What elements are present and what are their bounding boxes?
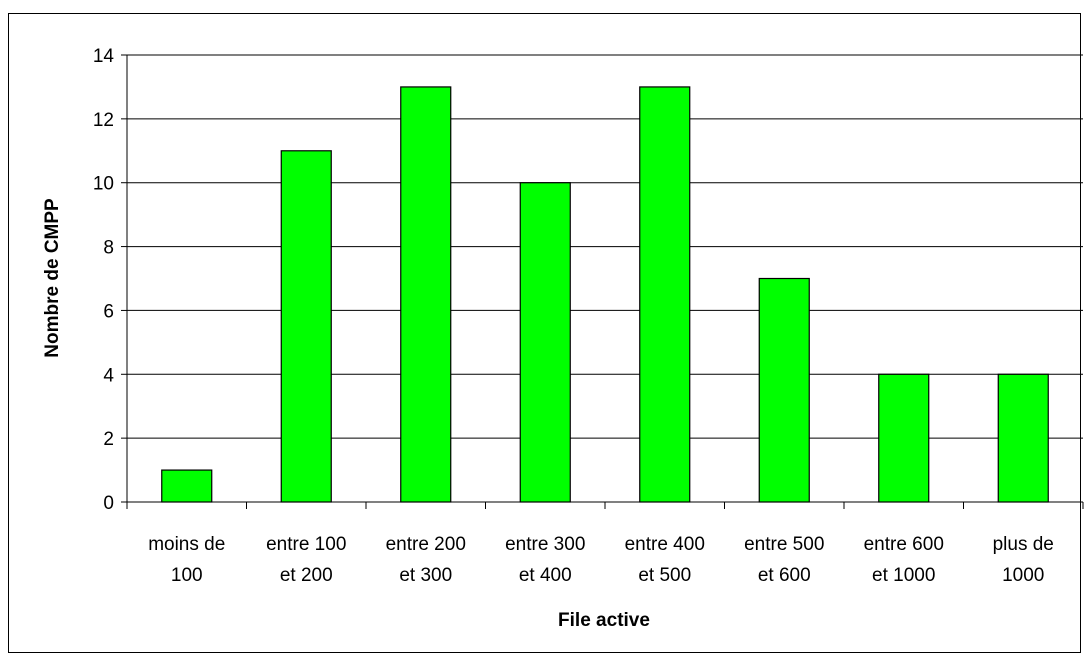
bar (639, 86, 691, 503)
x-tick-label: entre 200 et 300 (386, 534, 466, 586)
tick-labels: 0 2 4 6 8 10 12 14 moins de 100 entre 100 et 200 ent… (93, 46, 1054, 586)
y-tick-label: 10 (93, 174, 114, 195)
y-tick-label: 6 (103, 301, 114, 322)
y-tick-label: 0 (103, 493, 114, 514)
bar (280, 150, 332, 503)
y-tick-label: 14 (93, 46, 115, 67)
y-tick-label: 4 (103, 365, 114, 386)
bar (878, 373, 930, 503)
x-tick-label: entre 100 et 200 (266, 534, 346, 586)
x-tick-label: entre 300 et 400 (505, 534, 585, 586)
bar (400, 86, 452, 503)
x-tick-label: entre 500 et 600 (744, 534, 824, 586)
x-tick-label: entre 600 et 1000 (864, 534, 944, 586)
x-tick-label: moins de 100 (148, 534, 225, 586)
grid-lines (127, 54, 1083, 439)
x-tick-label: plus de 1000 (993, 534, 1054, 586)
bars (161, 86, 1049, 503)
x-tick-label: entre 400 et 500 (625, 534, 705, 586)
axes (121, 54, 1084, 509)
y-tick-label: 8 (103, 238, 114, 259)
bar (519, 182, 571, 503)
y-axis-title: Nombre de CMPP (42, 198, 63, 358)
y-tick-label: 12 (93, 110, 114, 131)
x-axis-title: File active (558, 610, 650, 631)
y-tick-label: 2 (103, 429, 114, 450)
bar (997, 373, 1049, 503)
bar (161, 469, 213, 503)
bar (758, 277, 810, 503)
